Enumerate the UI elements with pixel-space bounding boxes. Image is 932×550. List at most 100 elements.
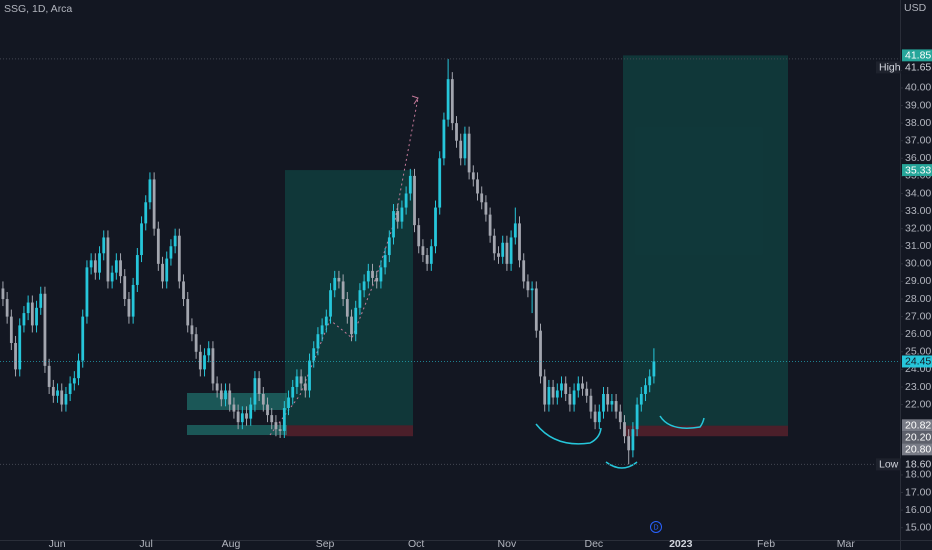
candle-body [509, 237, 513, 264]
candle-body [182, 281, 185, 300]
candle-body [68, 383, 72, 395]
candle-body [215, 383, 219, 391]
candle-body [429, 246, 433, 264]
candle-body [400, 207, 404, 222]
candle-body [211, 348, 215, 384]
candle-body [245, 413, 248, 419]
candle-body [123, 276, 127, 300]
x-tick-label: Nov [498, 538, 517, 550]
candle-body [156, 228, 160, 264]
candle-body [249, 404, 253, 419]
candle-body [522, 260, 526, 282]
candle-body [417, 225, 421, 247]
candle-body [627, 436, 631, 451]
candle-body [383, 255, 387, 268]
candle-body [60, 390, 64, 405]
dividend-icon-text: D [653, 524, 658, 531]
candle-body [404, 193, 408, 208]
price-badge [902, 49, 932, 62]
candle-body [518, 223, 521, 261]
dividend-icon[interactable] [650, 521, 662, 533]
candle-body [446, 79, 450, 120]
candle-body [110, 272, 114, 282]
candle-body [497, 253, 500, 257]
x-tick-label: Mar [837, 538, 856, 550]
price-badge [902, 443, 932, 456]
candle-body [480, 193, 484, 203]
candle-body [186, 299, 190, 326]
candle-body [635, 404, 639, 430]
candle-body [652, 361, 656, 377]
badge-tag-label: High [879, 62, 901, 74]
candle-body [396, 211, 400, 222]
y-tick-label: 38.00 [905, 117, 931, 129]
candle-body [606, 394, 610, 405]
y-tick-label: 40.00 [905, 82, 931, 94]
candle-body [278, 429, 282, 431]
candle-body [219, 390, 223, 400]
price-badge-label: 35.33 [905, 164, 931, 176]
candle-body [614, 401, 618, 412]
candle-body [169, 246, 173, 259]
y-tick-label: 28.00 [905, 293, 931, 305]
candle-body [467, 133, 471, 173]
candle-body [282, 408, 286, 431]
price-badge [902, 61, 932, 74]
candle-body [463, 133, 467, 159]
target-zone [623, 55, 788, 426]
candle-body [85, 267, 89, 317]
candle-body [308, 360, 311, 391]
stop-zone [285, 425, 413, 437]
candle-body [320, 325, 324, 335]
pattern-curve [659, 415, 705, 429]
candle-body [236, 411, 240, 423]
candle-body [564, 383, 568, 395]
candle-body [425, 255, 429, 264]
candle-body [316, 334, 320, 349]
zone-box [187, 425, 287, 435]
y-tick-label: 15.00 [905, 521, 931, 533]
zone-box [187, 393, 287, 410]
candle-body [64, 394, 68, 405]
drawings [187, 95, 705, 469]
price-badge [902, 419, 932, 432]
candle-body [1, 288, 5, 300]
candles [1, 58, 656, 465]
candle-body [484, 202, 488, 215]
candle-body [324, 316, 328, 326]
candle-body [455, 123, 458, 141]
candle-body [450, 79, 454, 124]
candle-body [207, 348, 211, 356]
candle-body [144, 202, 148, 224]
target-zone [285, 170, 413, 426]
candle-body [534, 288, 538, 331]
candle-body [488, 214, 492, 236]
candle-body [35, 307, 38, 326]
y-tick-label: 27.00 [905, 310, 931, 322]
candle-body [98, 253, 101, 273]
candle-body [618, 411, 622, 423]
price-badge [902, 164, 932, 177]
candle-body [492, 235, 496, 254]
candle-body [551, 386, 555, 398]
candle-body [119, 260, 122, 277]
y-tick-label: 26.00 [905, 328, 931, 340]
price-badge-label: 20.20 [905, 432, 931, 444]
candle-body [350, 316, 353, 335]
candle-body [442, 119, 446, 159]
candle-body [161, 263, 164, 282]
candle-body [177, 235, 181, 282]
candle-body [648, 376, 652, 386]
candle-body [102, 237, 106, 254]
candle-body [295, 376, 299, 387]
y-tick-label: 30.00 [905, 258, 931, 270]
price-badge-label: 20.80 [905, 444, 931, 456]
candle-body [18, 325, 22, 370]
price-badge-label: 18.60 [905, 459, 931, 471]
candle-body [366, 270, 370, 282]
candle-body [539, 330, 542, 377]
candle-body [333, 277, 337, 291]
badge-tag [876, 458, 901, 471]
candle-body [257, 378, 261, 395]
